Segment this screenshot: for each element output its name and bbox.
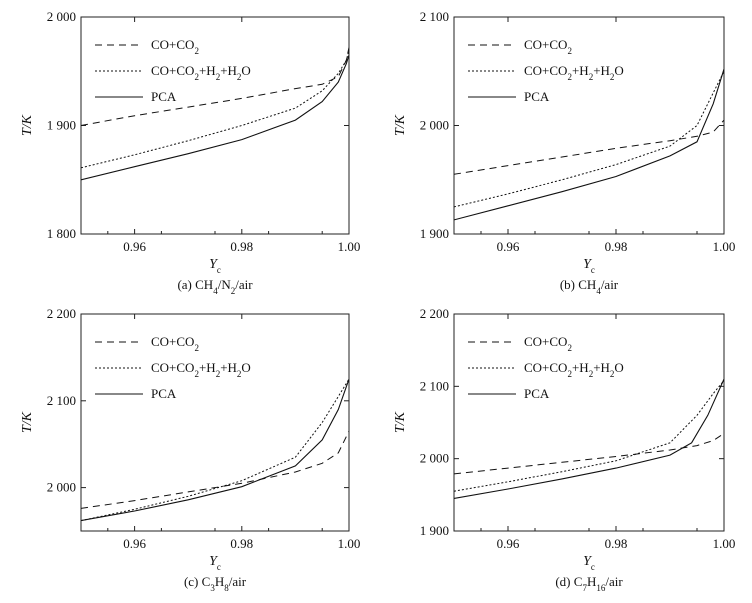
x-tick-label: 0.96 [123, 239, 146, 254]
series-line-solid [81, 378, 349, 522]
x-tick-label: 0.98 [605, 536, 628, 551]
y-tick-label: 2 000 [420, 451, 449, 466]
y-tick-label: 1 900 [47, 118, 76, 133]
series-line-dashed [454, 432, 724, 475]
series-line-dashed [454, 119, 724, 175]
y-axis-label: T/K [393, 114, 408, 136]
panel-caption: (a) CH4/N2/air [177, 277, 253, 296]
y-tick-label: 2 100 [47, 393, 76, 408]
legend-label: CO+CO2 [151, 37, 199, 56]
legend-label: CO+CO2 [524, 37, 572, 56]
y-tick-label: 2 100 [420, 9, 449, 24]
y-tick-label: 1 900 [420, 523, 449, 538]
series-line-dotted [454, 380, 724, 492]
plot-frame [453, 16, 725, 235]
series-line-dotted [81, 378, 349, 522]
legend-label: CO+CO2+H2+H2O [524, 63, 624, 82]
x-axis-label: Yc [583, 554, 595, 572]
x-tick-label: 0.98 [605, 239, 628, 254]
legend-label: CO+CO2 [524, 334, 572, 353]
x-axis-label: Yc [209, 554, 221, 572]
chart-panel-d: 0.96 0.98 1.00 1 900 2 000 2 100 2 200 T/K Yc (d)… [393, 306, 735, 593]
legend-label: PCA [151, 89, 177, 104]
series-line-dotted [81, 49, 349, 169]
x-axis-label: Yc [583, 257, 595, 275]
legend-label: PCA [151, 386, 177, 401]
x-tick-label: 1.00 [713, 239, 736, 254]
y-tick-label: 2 100 [420, 378, 449, 393]
panel-caption: (d) C7H16/air [555, 574, 623, 593]
legend-label: CO+CO2+H2+H2O [524, 360, 624, 379]
x-tick-label: 0.96 [497, 239, 520, 254]
y-tick-label: 1 900 [420, 226, 449, 241]
legend-label: CO+CO2 [151, 334, 199, 353]
series-line-dashed [81, 430, 349, 509]
chart-panel-b: 0.96 0.98 1.00 1 900 2 000 2 100 T/K Yc (b) CH4/… [393, 9, 735, 296]
legend-label: CO+CO2+H2+H2O [151, 360, 251, 379]
x-tick-label: 0.98 [230, 536, 253, 551]
series-line-dotted [454, 71, 724, 208]
plot-frame [80, 313, 350, 532]
y-tick-label: 2 200 [420, 306, 449, 321]
y-axis-label: T/K [20, 114, 35, 136]
x-tick-label: 1.00 [338, 239, 361, 254]
x-tick-label: 1.00 [338, 536, 361, 551]
legend-label: PCA [524, 89, 550, 104]
y-tick-label: 2 000 [47, 9, 76, 24]
chart-panel-c: 0.96 0.98 1.00 2 000 2 100 2 200 T/K Yc (c) C3H8… [20, 306, 360, 593]
legend-label: PCA [524, 386, 550, 401]
legend-label: CO+CO2+H2+H2O [151, 63, 251, 82]
x-tick-label: 0.96 [497, 536, 520, 551]
panel-caption: (b) CH4/air [560, 277, 619, 296]
plot-frame [453, 313, 725, 532]
series-line-solid [454, 378, 724, 499]
series-line-dashed [81, 47, 349, 126]
y-tick-label: 2 200 [47, 306, 76, 321]
y-axis-label: T/K [20, 411, 35, 433]
x-tick-label: 0.98 [230, 239, 253, 254]
y-tick-label: 2 000 [47, 480, 76, 495]
y-tick-label: 1 800 [47, 226, 76, 241]
y-axis-label: T/K [393, 411, 408, 433]
y-tick-label: 2 000 [420, 118, 449, 133]
x-tick-label: 0.96 [123, 536, 146, 551]
x-tick-label: 1.00 [713, 536, 736, 551]
plot-frame [80, 16, 350, 235]
series-line-solid [81, 54, 349, 181]
series-line-solid [454, 68, 724, 221]
x-axis-label: Yc [209, 257, 221, 275]
panel-caption: (c) C3H8/air [184, 574, 247, 593]
chart-panel-a: 0.96 0.98 1.00 1 800 1 900 2 000 T/K Yc (a) CH4/… [20, 9, 360, 296]
